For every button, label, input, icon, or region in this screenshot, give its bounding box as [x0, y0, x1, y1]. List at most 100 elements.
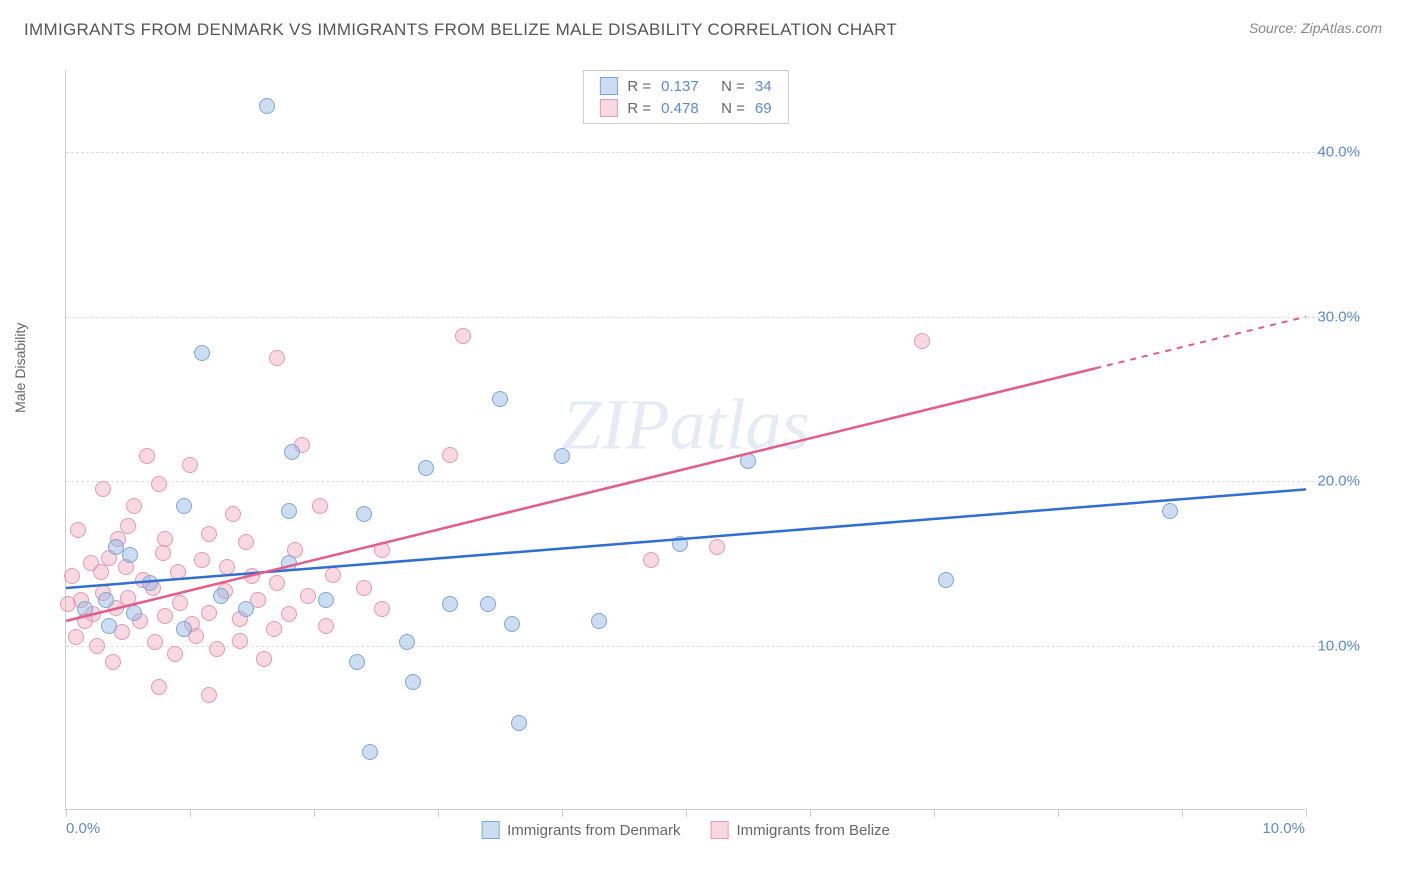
stats-n-label: N = — [721, 78, 745, 95]
scatter-point — [399, 634, 415, 650]
scatter-point — [418, 460, 434, 476]
scatter-point — [442, 447, 458, 463]
scatter-point — [147, 634, 163, 650]
scatter-point — [914, 333, 930, 349]
scatter-point — [101, 618, 117, 634]
grid-line-h — [66, 152, 1360, 153]
scatter-point — [740, 453, 756, 469]
scatter-point — [98, 592, 114, 608]
scatter-point — [68, 629, 84, 645]
scatter-point — [77, 601, 93, 617]
x-min-label: 0.0% — [66, 820, 100, 837]
scatter-point — [284, 444, 300, 460]
scatter-point — [182, 457, 198, 473]
scatter-point — [108, 539, 124, 555]
scatter-point — [176, 621, 192, 637]
scatter-point — [201, 687, 217, 703]
x-tick — [1306, 809, 1307, 817]
scatter-point — [194, 552, 210, 568]
scatter-point — [554, 448, 570, 464]
stats-r-label: R = — [627, 100, 651, 117]
scatter-point — [122, 547, 138, 563]
scatter-point — [356, 580, 372, 596]
scatter-point — [281, 503, 297, 519]
scatter-point — [300, 588, 316, 604]
legend-item: Immigrants from Belize — [711, 821, 890, 839]
scatter-point — [672, 536, 688, 552]
chart-container: Male Disability R = 0.137 N = 34 R = 0.4… — [50, 60, 1370, 840]
x-tick — [1058, 809, 1059, 817]
stats-row: R = 0.478 N = 69 — [599, 97, 771, 119]
stats-n-value: 34 — [755, 78, 772, 95]
scatter-point — [349, 654, 365, 670]
grid-line-h — [66, 317, 1360, 318]
x-tick — [190, 809, 191, 817]
scatter-point — [405, 674, 421, 690]
x-tick — [1182, 809, 1183, 817]
scatter-point — [374, 601, 390, 617]
scatter-point — [938, 572, 954, 588]
legend-label: Immigrants from Belize — [737, 822, 890, 839]
scatter-point — [120, 590, 136, 606]
scatter-point — [126, 605, 142, 621]
x-tick — [934, 809, 935, 817]
scatter-point — [281, 606, 297, 622]
x-tick — [562, 809, 563, 817]
scatter-point — [442, 596, 458, 612]
grid-line-h — [66, 646, 1360, 647]
stats-n-value: 69 — [755, 100, 772, 117]
scatter-point — [93, 564, 109, 580]
scatter-point — [151, 679, 167, 695]
scatter-point — [157, 608, 173, 624]
scatter-point — [157, 531, 173, 547]
scatter-point — [318, 592, 334, 608]
scatter-point — [312, 498, 328, 514]
scatter-point — [167, 646, 183, 662]
scatter-point — [194, 345, 210, 361]
scatter-point — [709, 539, 725, 555]
scatter-point — [139, 448, 155, 464]
legend-item: Immigrants from Denmark — [481, 821, 680, 839]
scatter-point — [209, 641, 225, 657]
scatter-point — [170, 564, 186, 580]
y-tick-label: 10.0% — [1317, 637, 1360, 654]
scatter-point — [492, 391, 508, 407]
scatter-point — [455, 328, 471, 344]
source-label: Source: ZipAtlas.com — [1249, 20, 1382, 36]
plot-area: R = 0.137 N = 34 R = 0.478 N = 69 ZIPatl… — [65, 70, 1305, 810]
scatter-point — [356, 506, 372, 522]
scatter-point — [172, 595, 188, 611]
watermark: ZIPatlas — [561, 383, 809, 466]
scatter-point — [266, 621, 282, 637]
stats-n-label: N = — [721, 100, 745, 117]
scatter-point — [325, 567, 341, 583]
stats-swatch — [599, 99, 617, 117]
scatter-point — [64, 568, 80, 584]
scatter-point — [269, 575, 285, 591]
scatter-point — [225, 506, 241, 522]
y-axis-label: Male Disability — [12, 323, 28, 413]
scatter-point — [269, 350, 285, 366]
scatter-point — [70, 522, 86, 538]
scatter-point — [238, 601, 254, 617]
scatter-point — [151, 476, 167, 492]
scatter-point — [643, 552, 659, 568]
scatter-point — [281, 555, 297, 571]
trend-lines — [66, 70, 1306, 810]
x-tick — [314, 809, 315, 817]
x-tick — [66, 809, 67, 817]
scatter-point — [126, 498, 142, 514]
scatter-point — [511, 715, 527, 731]
stats-box: R = 0.137 N = 34 R = 0.478 N = 69 — [582, 70, 788, 124]
x-tick — [810, 809, 811, 817]
grid-line-h — [66, 481, 1360, 482]
scatter-point — [362, 744, 378, 760]
stats-r-value: 0.478 — [661, 100, 711, 117]
x-tick — [438, 809, 439, 817]
stats-row: R = 0.137 N = 34 — [599, 75, 771, 97]
scatter-point — [591, 613, 607, 629]
legend-label: Immigrants from Denmark — [507, 822, 680, 839]
scatter-point — [259, 98, 275, 114]
legend-swatch — [481, 821, 499, 839]
scatter-point — [1162, 503, 1178, 519]
